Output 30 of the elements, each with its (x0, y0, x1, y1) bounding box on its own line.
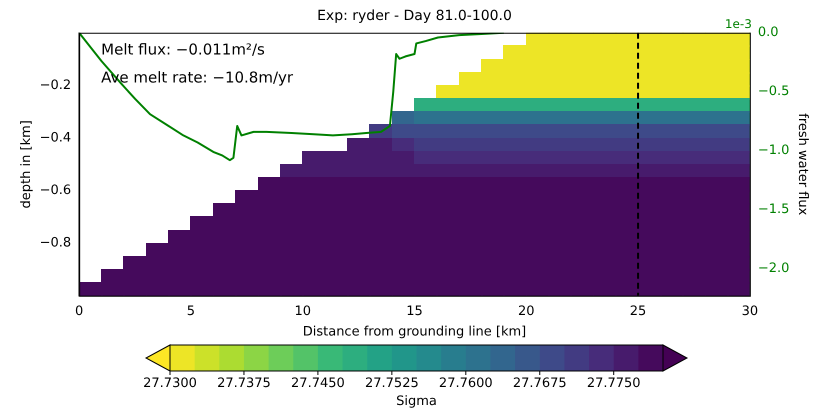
y-tick-label: −0.6 (40, 182, 72, 198)
color-bar-label: 27.7750 (586, 376, 641, 391)
y2-tick-label: −2.0 (758, 261, 790, 276)
y-axis-title: depth in [km] (19, 120, 34, 208)
annotation: Melt flux: −0.011m²/s (101, 40, 265, 59)
y-tick-label: −0.4 (40, 130, 72, 146)
color-bar-title: Sigma (396, 394, 437, 409)
x-axis-title: Distance from grounding line [km] (302, 324, 526, 340)
color-bar-label: 27.7675 (512, 376, 567, 391)
color-bar-label: 27.7450 (291, 376, 345, 391)
x-tick-label: 25 (630, 304, 646, 319)
x-tick-label: 20 (518, 304, 535, 319)
color-bar-label: 27.7300 (143, 376, 197, 391)
y-tick-label: −0.2 (40, 78, 72, 93)
y2-tick-label: −1.0 (758, 143, 790, 158)
y2-tick-label: −0.5 (758, 84, 790, 100)
x-tick-label: 15 (406, 304, 423, 319)
x-tick-label: 30 (742, 304, 758, 319)
y2-axis-title: fresh water flux (794, 113, 810, 216)
y-tick-label: −0.8 (40, 236, 72, 251)
chart-title: Exp: ryder - Day 81.0-100.0 (317, 8, 512, 24)
y2-tick-label: −1.5 (758, 202, 790, 218)
x-tick-label: 5 (186, 304, 196, 319)
text: 1e-3 (724, 16, 752, 31)
x-tick-label: 0 (75, 304, 84, 319)
color-bar-label: 27.7600 (438, 376, 493, 391)
color-bar-label: 27.7375 (217, 376, 271, 391)
color-bar-label: 27.7525 (364, 376, 419, 391)
x-tick-label: 10 (294, 304, 311, 319)
y2-tick-label: 0.0 (758, 25, 779, 40)
